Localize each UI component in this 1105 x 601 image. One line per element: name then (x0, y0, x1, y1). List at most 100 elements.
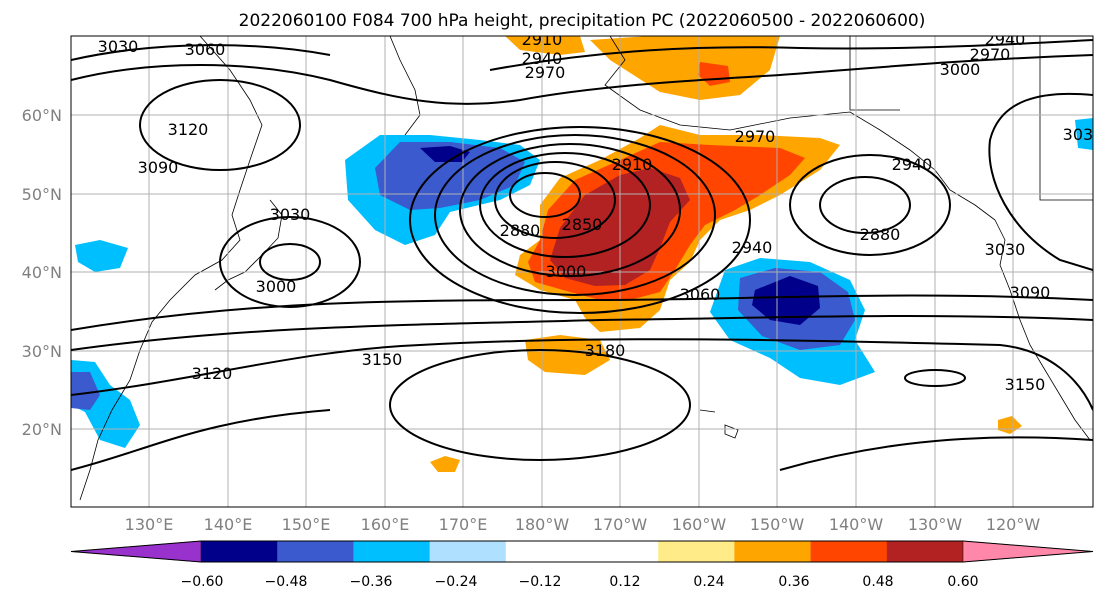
latitude-label: 30°N (22, 342, 62, 361)
longitude-label: 180°W (515, 515, 570, 534)
contour-label: 3000 (256, 277, 297, 296)
west-low-contour-2 (219, 216, 361, 308)
contour-label: 2880 (500, 221, 541, 240)
east-low-contour-2 (789, 154, 951, 256)
contour-label: 2940 (522, 49, 563, 68)
coastline-north-america (994, 219, 1091, 441)
coastline-canada-border (849, 36, 1093, 201)
colorbar-extend-low (70, 540, 202, 563)
colorbar (70, 540, 1094, 563)
longitude-label: 150°E (282, 515, 331, 534)
latitude-label: 60°N (22, 106, 62, 125)
longitude-label: 170°E (439, 515, 488, 534)
negative-region-west-2-mid (71, 372, 100, 410)
low-center-contour-5 (409, 126, 751, 314)
colorbar-frame (70, 540, 1094, 563)
low-center-contour-3 (459, 143, 681, 277)
longitude-label: 160°W (672, 515, 727, 534)
negative-region-northwest-core (420, 146, 470, 162)
colorbar-ticks: −0.60 −0.48 −0.36 −0.24 −0.12 0.12 0.24 … (181, 574, 979, 590)
latitude-label: 50°N (22, 185, 62, 204)
contour-label: 3060 (680, 285, 721, 304)
negative-region-coast (1075, 118, 1093, 150)
longitude-label: 170°W (593, 515, 648, 534)
colorbar-segment (582, 541, 659, 562)
latitude-labels: 60°N 50°N 40°N 30°N 20°N (22, 106, 62, 439)
contour-label: 2850 (562, 215, 603, 234)
negative-region-east-core (752, 276, 820, 325)
contour-label: 3000 (546, 262, 587, 281)
longitude-label: 130°W (908, 515, 963, 534)
map-panel: 3030 3060 2910 2940 2970 2940 2970 3000 … (71, 30, 1104, 507)
contour-label: 2880 (860, 225, 901, 244)
contour-label: 3060 (185, 40, 226, 59)
zonal-contour-4 (71, 409, 1093, 471)
contour-label: 2940 (732, 238, 773, 257)
colorbar-tick-label: 0.12 (609, 574, 640, 590)
contour-label: 2910 (522, 30, 563, 49)
contour-label: 3120 (192, 364, 233, 383)
coastline-hawaii (699, 409, 739, 439)
contour-labels: 3030 3060 2910 2940 2970 2940 2970 3000 … (98, 30, 1104, 394)
colorbar-segment (429, 541, 507, 562)
colorbar-tick-label: −0.60 (181, 574, 224, 590)
contour-label: 2970 (970, 45, 1011, 64)
longitude-label: 150°W (750, 515, 805, 534)
zonal-contour-1 (71, 294, 1093, 331)
colorbar-segment (353, 541, 431, 562)
contour-label: 2940 (985, 30, 1026, 49)
contour-label: 3030 (985, 240, 1026, 259)
contour-label: 3090 (138, 158, 179, 177)
colorbar-extend-high (962, 540, 1094, 563)
colorbar-tick-label: 0.24 (693, 574, 724, 590)
colorbar-segment (734, 541, 812, 562)
contour-label: 2910 (612, 155, 653, 174)
colorbar-tick-label: 0.60 (947, 574, 978, 590)
contour-label: 3030 (270, 205, 311, 224)
contour-label: 3030 (98, 37, 139, 56)
longitude-label: 140°E (204, 515, 253, 534)
contour-label: 3150 (362, 350, 403, 369)
coastline-kamchatka (389, 36, 421, 136)
colorbar-tick-label: −0.48 (265, 574, 308, 590)
east-small-contour (904, 369, 966, 387)
south-high-contour (389, 349, 691, 461)
latitude-label: 40°N (22, 263, 62, 282)
colorbar-segment (810, 541, 888, 562)
low-center-contour-1 (494, 161, 616, 239)
low-center-contour-inner (509, 172, 581, 218)
longitude-label: 130°E (125, 515, 174, 534)
contour-label: 3000 (940, 60, 981, 79)
positive-region-small-1 (430, 456, 460, 472)
contour-label: 2970 (525, 63, 566, 82)
longitude-label: 120°W (986, 515, 1041, 534)
colorbar-tick-label: 0.48 (862, 574, 893, 590)
northwest-low-contour (139, 79, 301, 171)
colorbar-tick-label: −0.36 (350, 574, 393, 590)
contour-label: 3090 (1010, 283, 1051, 302)
east-contour (988, 92, 1093, 271)
contour-label: 3120 (168, 120, 209, 139)
map-frame (70, 35, 1094, 508)
low-center-contour-4 (434, 134, 716, 296)
colorbar-tick-label: −0.24 (435, 574, 478, 590)
colorbar-segment (658, 541, 735, 562)
zonal-contour-3 (71, 338, 1093, 411)
height-contours (71, 39, 1093, 471)
colorbar-segment (505, 541, 583, 562)
longitude-label: 160°E (361, 515, 410, 534)
northern-contour-2 (71, 39, 1093, 71)
northern-contour-1 (71, 54, 1093, 105)
latitude-label: 20°N (22, 420, 62, 439)
contour-label: 3030 (1063, 125, 1104, 144)
colorbar-segment (277, 541, 354, 562)
negative-region-west-1 (75, 240, 128, 272)
colorbar-segment (201, 541, 278, 562)
map-title: 2022060100 F084 700 hPa height, precipit… (239, 11, 926, 31)
graticule (71, 36, 1093, 507)
contour-label: 3150 (1005, 375, 1046, 394)
low-center-contour-2 (479, 152, 651, 258)
colorbar-tick-label: −0.12 (519, 574, 562, 590)
colorbar-segment (886, 541, 964, 562)
